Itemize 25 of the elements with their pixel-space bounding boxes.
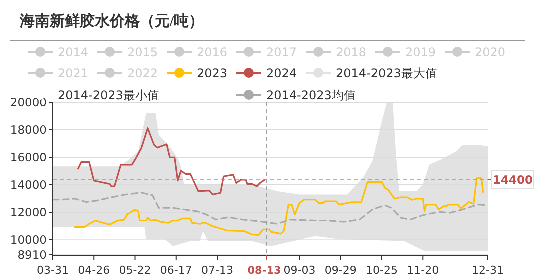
y-tick-label: 8910 <box>18 248 47 262</box>
y-tick-label: 12000 <box>10 206 47 220</box>
y-tick-label: 14000 <box>10 178 47 192</box>
x-tick-label: 03-31 <box>37 264 69 277</box>
legend-label: 2014-2023最大值 <box>336 66 438 80</box>
ref-line-label: 14400 <box>492 173 534 188</box>
x-tick-label: 12-31 <box>472 264 504 277</box>
y-tick-label: 10000 <box>10 233 47 248</box>
legend-label: 2023 <box>197 66 228 80</box>
y-tick-label: 16000 <box>10 150 47 165</box>
ref-line-label: 08-13 <box>248 265 282 277</box>
x-tick-label: 06-17 <box>160 264 192 277</box>
chart-title: 海南新鲜胶水价格（元/吨） <box>19 12 204 30</box>
x-tick-label: 07-13 <box>202 264 234 277</box>
y-tick-label: 18000 <box>10 123 47 137</box>
x-tick-label: 09-29 <box>324 264 357 277</box>
x-tick-label: 09-03 <box>284 264 316 277</box>
legend-label: 2014-2023最小值 <box>58 88 160 102</box>
x-tick-label: 10-25 <box>366 264 398 277</box>
legend-label: 2024 <box>266 66 298 80</box>
x-tick-label: 11-20 <box>407 264 440 277</box>
legend-label: 2014-2023均值 <box>266 88 356 102</box>
x-tick-label: 04-26 <box>78 264 110 277</box>
y-tick-label: 20000 <box>10 96 47 110</box>
x-tick-label: 05-22 <box>119 264 152 277</box>
